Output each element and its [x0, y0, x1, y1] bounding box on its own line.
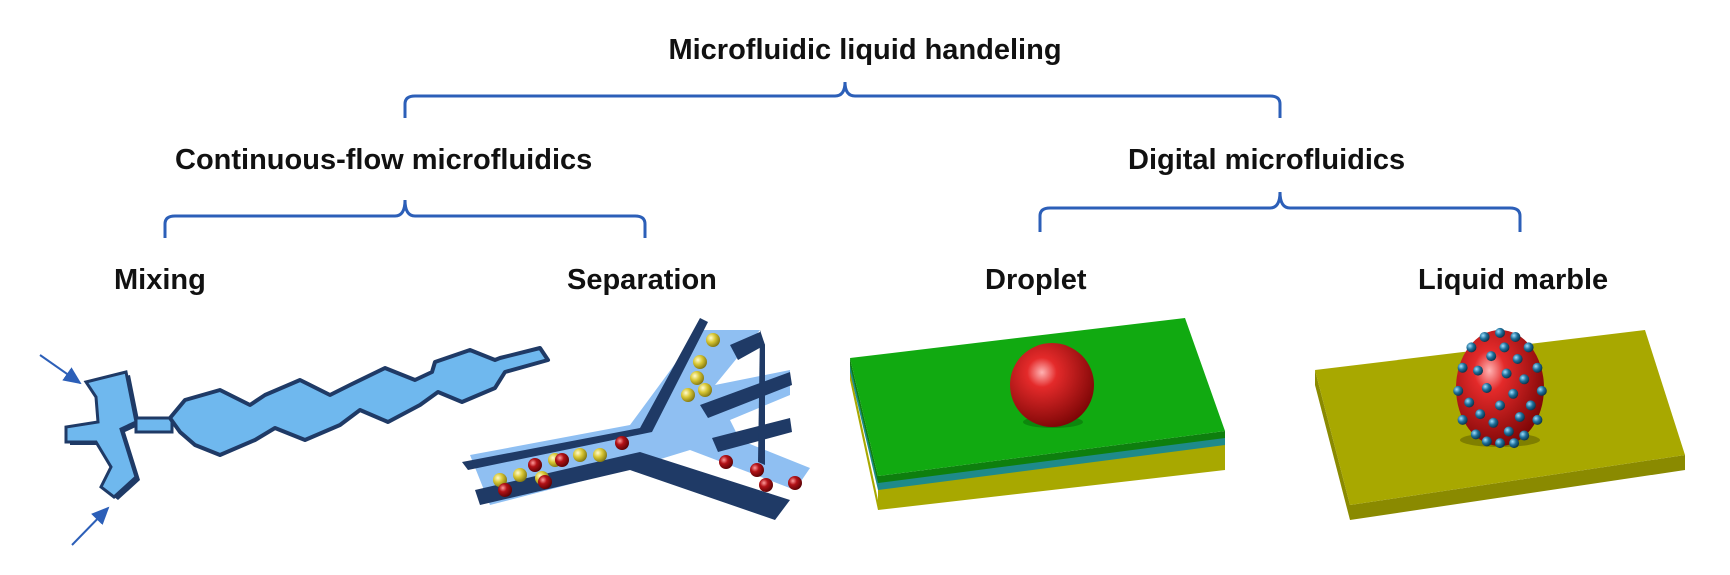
marble-coating-particle: [1473, 365, 1483, 376]
leaf-label-droplet: Droplet: [985, 264, 1087, 296]
marble-coating-particle: [1495, 327, 1505, 338]
leaf-label-mixing: Mixing: [114, 264, 206, 296]
marble-coating-particle: [1523, 342, 1534, 353]
marble-coating-particle: [1470, 429, 1481, 440]
top-bracket: [403, 81, 1282, 118]
marble-coating-particle: [1509, 438, 1520, 449]
marble-coating-particle: [1457, 362, 1468, 373]
marble-coating-particle: [1508, 388, 1519, 399]
droplet-on-substrate-illustration: [850, 318, 1225, 510]
category-label-continuous: Continuous-flow microfluidics: [175, 144, 593, 176]
marble-coating-particle: [1453, 385, 1464, 396]
liquid-marble-illustration: [1315, 327, 1685, 520]
marble-coating-particle: [1457, 414, 1468, 425]
marble-coating-particle: [1481, 436, 1492, 447]
marble-coating-particle: [1519, 374, 1530, 385]
diagram-title: Microfluidic liquid handeling: [668, 34, 1062, 66]
marble-coating-particle: [1486, 351, 1497, 362]
marble-coating-particle: [1510, 331, 1521, 342]
leaf-label-separation: Separation: [567, 264, 717, 296]
marble-coating-particle: [1532, 414, 1543, 425]
marble-coating-particle: [1481, 383, 1492, 393]
marble-coating-particle: [1536, 385, 1547, 396]
marble-coating-particle: [1466, 342, 1477, 353]
category-label-digital: Digital microfluidics: [1128, 144, 1406, 176]
marble-coating-particle: [1495, 438, 1505, 449]
digital-bracket: [1038, 191, 1522, 232]
mixing-channel-illustration: [39, 346, 550, 546]
marble-coating-particle: [1464, 397, 1475, 408]
marble-coating-particle: [1501, 368, 1512, 379]
leaf-label-liquid-marble: Liquid marble: [1418, 264, 1609, 296]
marble-coating-particle: [1514, 412, 1525, 422]
separation-channel-illustration: [462, 318, 810, 520]
marble-coating-particle: [1503, 426, 1514, 437]
marble-coating-particle: [1512, 354, 1523, 364]
marble-coating-particle: [1488, 417, 1499, 428]
marble-coating-particle: [1495, 400, 1505, 411]
marble-coating-particle: [1475, 409, 1486, 420]
continuous-flow-bracket: [163, 199, 647, 238]
marble-coating-particle: [1532, 362, 1543, 373]
marble-coating-particle: [1499, 342, 1510, 353]
marble-coating-particle: [1525, 400, 1536, 411]
marble-coating-particle: [1519, 430, 1530, 441]
marble-coating-particle: [1479, 331, 1490, 342]
